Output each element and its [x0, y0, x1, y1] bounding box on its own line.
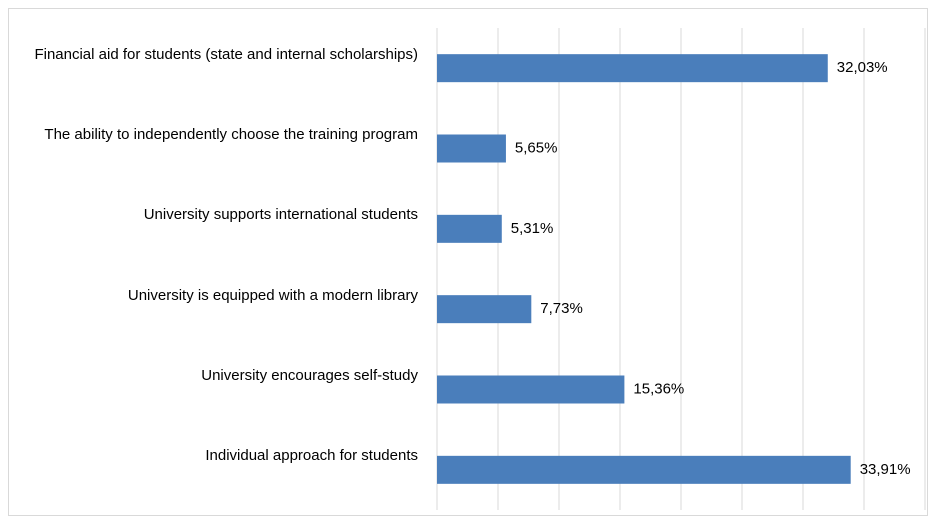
- category-text: University encourages self-study: [201, 367, 418, 384]
- bar: [437, 54, 828, 83]
- value-label: 15,36%: [633, 380, 684, 397]
- category-text: University supports international studen…: [143, 206, 418, 224]
- category-label: Financial aid for students (state and in…: [18, 45, 418, 64]
- chart-frame: [8, 8, 928, 516]
- value-label: 5,65%: [515, 139, 558, 156]
- category-label: Individual approach for students: [18, 446, 418, 465]
- bar: [437, 295, 532, 324]
- category-label: University encourages self-study: [18, 366, 418, 385]
- category-text: Individual approach for students: [205, 447, 418, 465]
- category-text: Financial aid for students (state and in…: [34, 45, 418, 63]
- value-label: 5,31%: [511, 220, 554, 237]
- value-label: 7,73%: [540, 300, 583, 317]
- category-label: The ability to independently choose the …: [18, 125, 418, 144]
- category-text: University is equipped with a modern lib…: [127, 286, 418, 304]
- value-label: 32,03%: [837, 59, 888, 76]
- category-label: University supports international studen…: [18, 205, 418, 224]
- value-label: 33,91%: [860, 461, 911, 478]
- category-label: University is equipped with a modern lib…: [18, 286, 418, 305]
- bar: [437, 455, 851, 484]
- bar: [437, 375, 625, 404]
- bar: [437, 134, 506, 163]
- category-text: The ability to independently choose the …: [44, 126, 418, 143]
- bar: [437, 214, 502, 243]
